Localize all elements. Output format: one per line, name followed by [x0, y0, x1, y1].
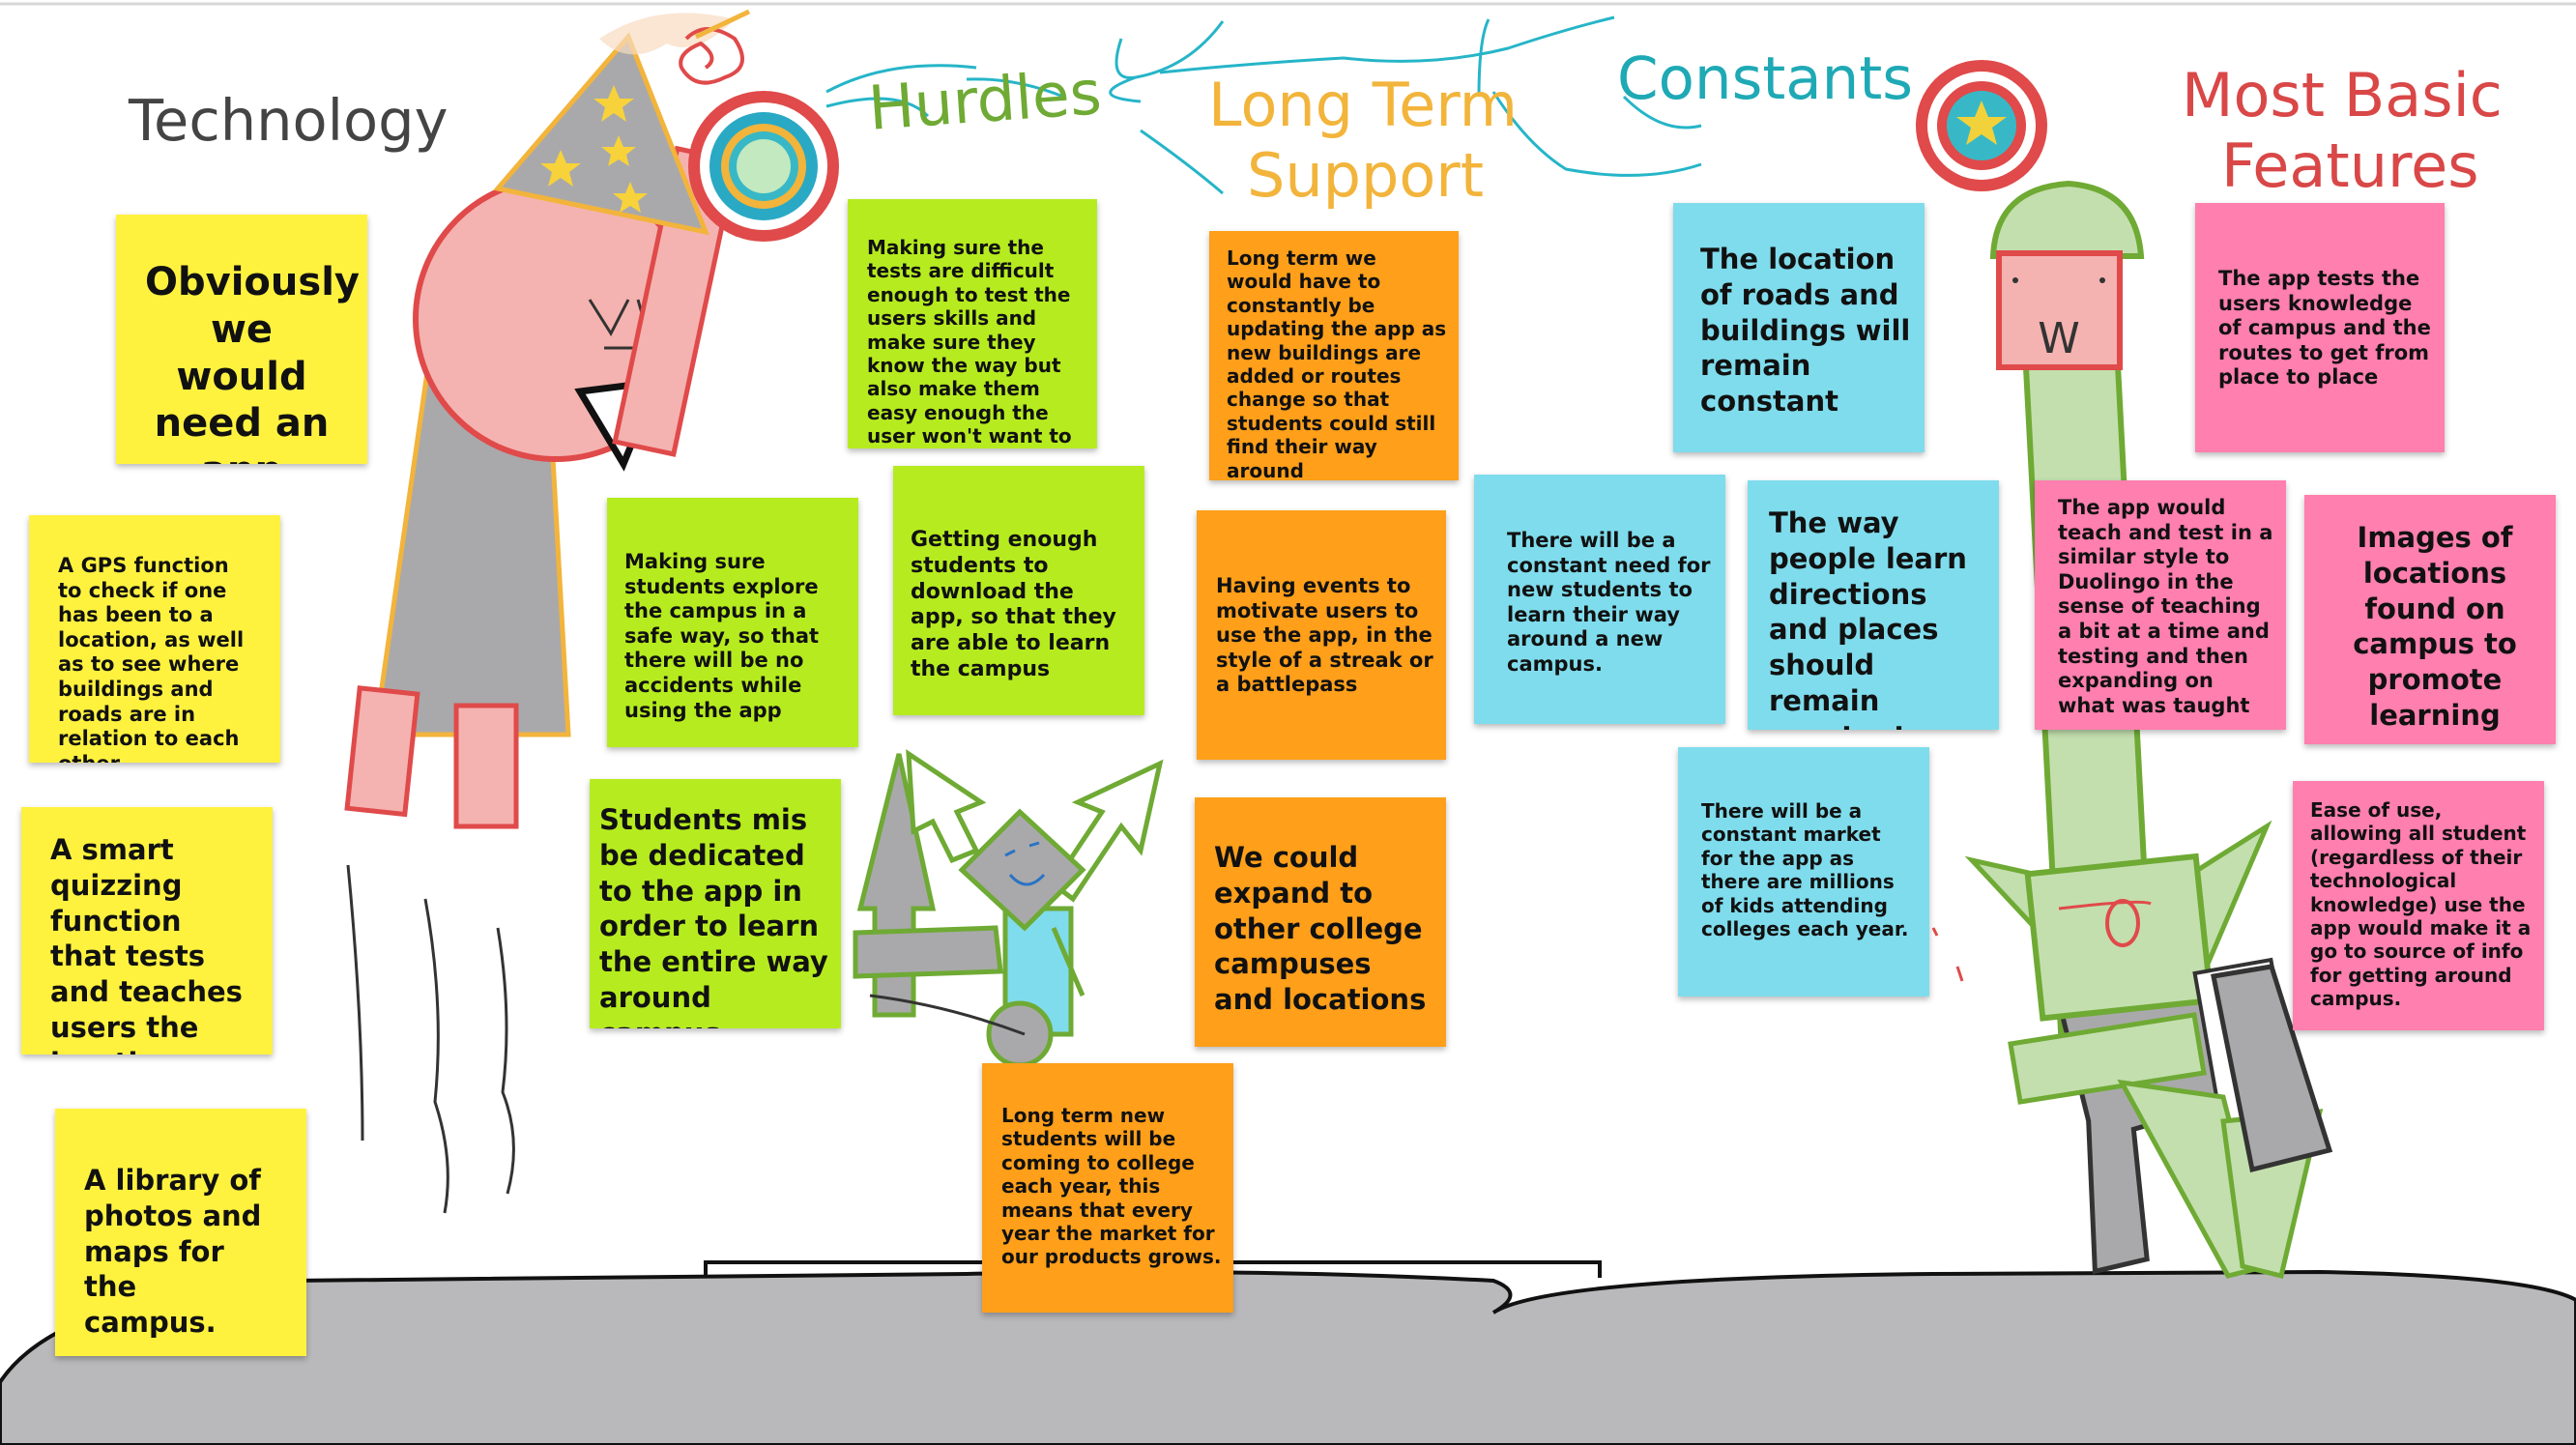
note-text: Images of locations found on campus to p… — [2353, 521, 2517, 733]
sticky-note-tech-library[interactable]: A library of photos and maps for the cam… — [55, 1109, 306, 1356]
lightning-scribbles — [825, 15, 1702, 195]
knight-face: W — [2038, 314, 2080, 363]
note-text: Students mis be dedicated to the app in … — [599, 803, 828, 1028]
sticky-note-const-roads[interactable]: The location of roads and buildings will… — [1673, 203, 1925, 452]
sticky-note-const-learn[interactable]: The way people learn directions and plac… — [1748, 480, 1999, 730]
heading-constants: Constants — [1617, 44, 1914, 113]
sticky-note-basic-tests[interactable]: The app tests the users knowledge of cam… — [2195, 203, 2445, 452]
sticky-note-basic-duolingo[interactable]: The app would teach and test in a simila… — [2035, 480, 2286, 730]
note-text: Obviously we would need an app — [145, 260, 360, 464]
note-text: There will be a constant market for the … — [1701, 799, 1909, 940]
ground-shape — [0, 1269, 2576, 1445]
note-text: There will be a constant need for new st… — [1507, 529, 1711, 677]
sticky-note-tech-quiz[interactable]: A smart quizzing function that tests and… — [21, 807, 273, 1055]
sticky-note-tech-gps[interactable]: A GPS function to check if one has been … — [29, 515, 280, 763]
note-text: The app tests the users knowledge of cam… — [2218, 267, 2431, 390]
note-text: Having events to motivate users to use t… — [1216, 574, 1433, 697]
sticky-note-hurdle-difficult[interactable]: Making sure the tests are difficult enou… — [848, 199, 1097, 448]
sticky-note-hurdle-safe[interactable]: Making sure students explore the campus … — [607, 498, 858, 747]
wizard-drawing — [344, 9, 839, 1214]
goblin-drawing — [853, 749, 1164, 1068]
sticky-note-lts-events[interactable]: Having events to motivate users to use t… — [1197, 510, 1446, 760]
sticky-note-hurdle-dedicated[interactable]: Students mis be dedicated to the app in … — [590, 779, 841, 1028]
note-text: Long term we would have to constantly be… — [1227, 246, 1447, 480]
sticky-note-hurdle-downloads[interactable]: Getting enough students to download the … — [893, 466, 1144, 715]
note-text: Making sure the tests are difficult enou… — [867, 236, 1072, 448]
heading-support: Support — [1247, 140, 1485, 211]
sticky-note-const-need[interactable]: There will be a constant need for new st… — [1474, 475, 1725, 724]
note-text: A GPS function to check if one has been … — [58, 554, 245, 763]
heading-features: Features — [2221, 130, 2479, 201]
note-text: The app would teach and test in a simila… — [2058, 496, 2273, 717]
right-goblin-drawing — [1931, 820, 2333, 1280]
note-text: We could expand to other college campuse… — [1214, 841, 1427, 1017]
note-text: Getting enough students to download the … — [911, 528, 1116, 682]
sticky-note-basic-images[interactable]: Images of locations found on campus to p… — [2304, 495, 2556, 744]
note-text: A smart quizzing function that tests and… — [50, 833, 243, 1055]
note-text: The way people learn directions and plac… — [1769, 506, 1967, 730]
sticky-note-tech-app[interactable]: Obviously we would need an app — [116, 215, 367, 464]
note-text: Ease of use, allowing all student (regar… — [2310, 798, 2532, 1011]
note-text: Making sure students explore the campus … — [624, 550, 820, 722]
note-text: The location of roads and buildings will… — [1700, 243, 1911, 419]
note-text: Long term new students will be coming to… — [1001, 1104, 1222, 1269]
sticky-note-basic-ease[interactable]: Ease of use, allowing all student (regar… — [2293, 781, 2544, 1030]
heading-most-basic: Most Basic — [2182, 60, 2503, 130]
heading-technology: Technology — [129, 87, 449, 154]
sticky-note-lts-new-students[interactable]: Long term new students will be coming to… — [982, 1063, 1233, 1313]
sticky-note-lts-update[interactable]: Long term we would have to constantly be… — [1209, 231, 1459, 480]
note-text: A library of photos and maps for the cam… — [84, 1164, 262, 1340]
sticky-note-lts-expand[interactable]: We could expand to other college campuse… — [1195, 797, 1446, 1047]
sticky-note-const-market[interactable]: There will be a constant market for the … — [1678, 747, 1929, 997]
heading-long-term: Long Term — [1208, 70, 1519, 140]
